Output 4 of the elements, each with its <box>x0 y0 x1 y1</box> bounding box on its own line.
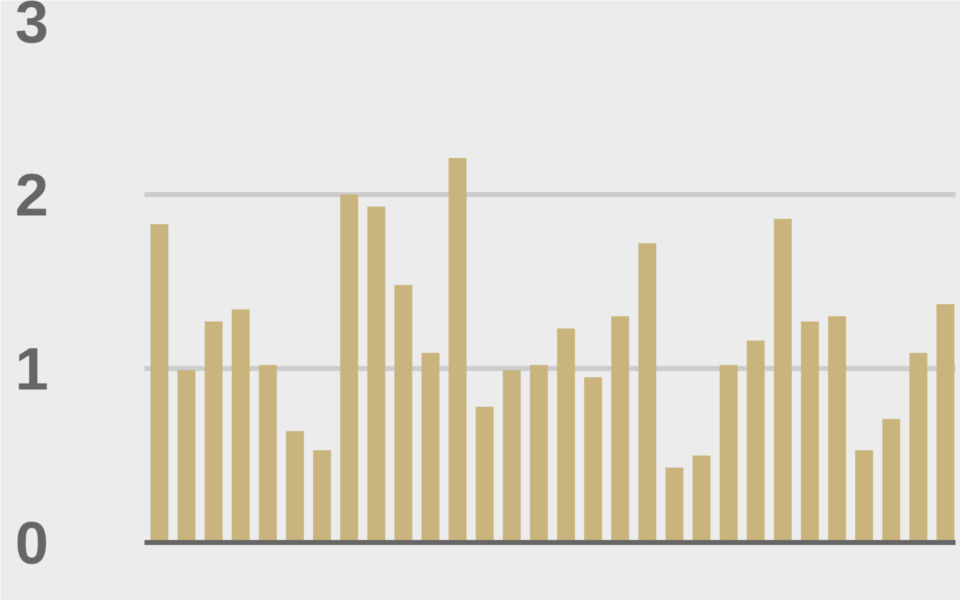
y-tick-label: 0 <box>15 510 49 576</box>
y-tick-label: 3 <box>15 0 49 56</box>
y-tick-label: 2 <box>15 162 49 228</box>
y-tick-label: 1 <box>15 336 49 402</box>
